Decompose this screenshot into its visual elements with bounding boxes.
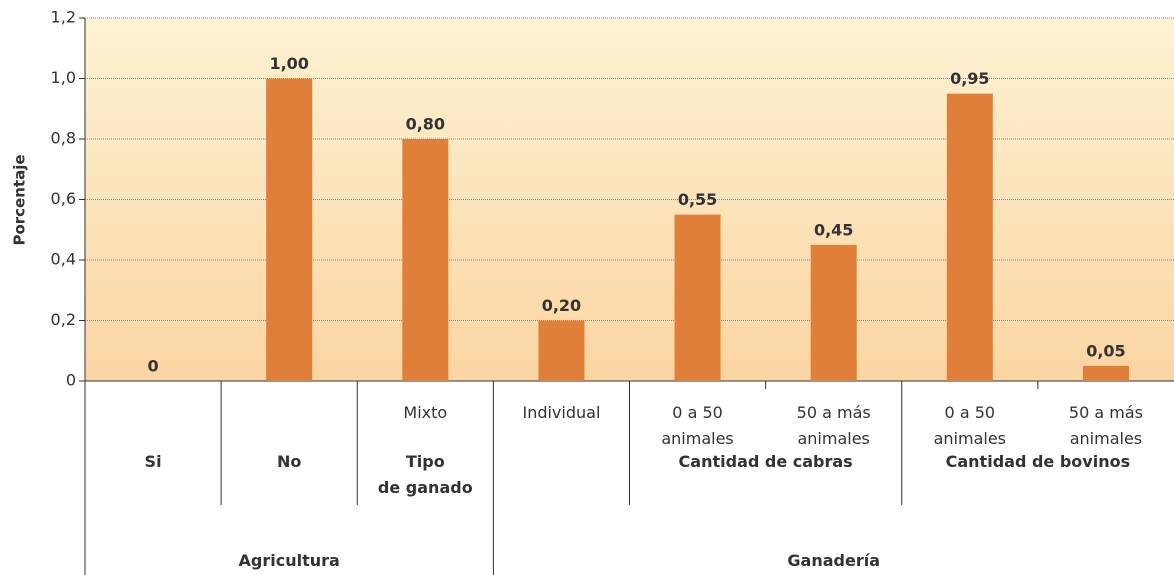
group-label: Si	[144, 452, 162, 471]
y-tick-label: 0,6	[51, 189, 76, 208]
value-label: 0	[147, 357, 158, 376]
value-label: 0,45	[814, 220, 853, 239]
group-label: Cantidad de cabras	[678, 452, 853, 471]
y-tick-label: 0	[66, 371, 76, 390]
y-tick-label: 0,2	[51, 310, 76, 329]
value-label: 0,95	[950, 69, 989, 88]
bar	[674, 214, 721, 381]
y-axis-label: Porcentaje	[11, 154, 29, 245]
y-tick-label: 0,4	[51, 250, 76, 269]
group-label: Tipo de ganado	[377, 452, 473, 497]
bar	[538, 320, 585, 381]
x-tick-label: 0 a 50 animales	[661, 403, 734, 448]
group-label: Agricultura	[238, 551, 340, 570]
bar	[946, 93, 993, 381]
value-label: 0,05	[1086, 341, 1125, 360]
bar	[810, 244, 857, 381]
value-label: 0,20	[542, 296, 581, 315]
y-tick-label: 1,0	[51, 68, 76, 87]
x-tick-label: 50 a más animales	[796, 403, 871, 448]
bar	[266, 78, 313, 381]
x-tick-label: Mixto	[403, 403, 448, 422]
x-tick-label: 50 a más animales	[1068, 403, 1143, 448]
x-tick-label: 0 a 50 animales	[933, 403, 1007, 448]
bar	[1082, 365, 1129, 381]
value-label: 0,80	[406, 115, 445, 134]
group-label: No	[276, 452, 302, 471]
value-label: 0,55	[678, 190, 717, 209]
y-tick-label: 0,8	[51, 129, 76, 148]
x-tick-label: Individual	[522, 403, 601, 422]
group-label: Ganadería	[787, 551, 880, 570]
value-label: 1,00	[269, 54, 308, 73]
bar	[402, 139, 449, 381]
y-tick-label: 1,2	[51, 8, 76, 27]
group-label: Cantidad de bovinos	[945, 452, 1131, 471]
